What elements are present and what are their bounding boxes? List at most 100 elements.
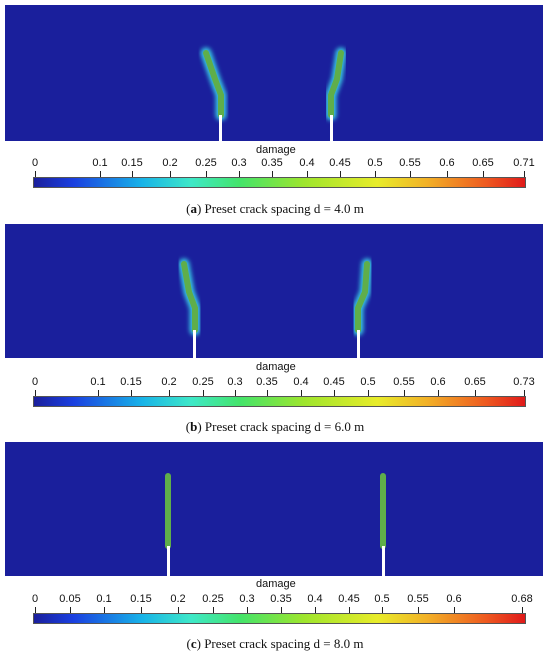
preset-crack-3 <box>193 330 196 358</box>
tick-label: 0.2 <box>161 376 177 388</box>
caption-b: (b) Preset crack spacing d = 6.0 m <box>185 419 365 434</box>
tick-label: 0.65 <box>464 376 486 388</box>
damage-field-b <box>5 224 543 358</box>
tick-mark <box>475 390 476 396</box>
tick-mark <box>131 390 132 396</box>
tick-mark <box>70 607 71 613</box>
tick-label: 0.45 <box>329 157 351 169</box>
tick-label: 0.73 <box>513 376 535 388</box>
tick-mark <box>235 390 236 396</box>
tick-mark <box>35 390 36 396</box>
tick-mark <box>104 607 105 613</box>
tick-mark <box>301 390 302 396</box>
tick-label: 0.6 <box>430 376 446 388</box>
tick-mark <box>340 171 341 177</box>
tick-label: 0.4 <box>307 593 323 605</box>
caption-c: (c) Preset crack spacing d = 8.0 m <box>186 636 364 651</box>
tick-label: 0.4 <box>299 157 315 169</box>
caption-a: (a) Preset crack spacing d = 4.0 m <box>186 201 364 216</box>
damage-contour-c <box>162 470 389 576</box>
damage-field-c <box>5 442 543 576</box>
tick-label: 0 <box>31 157 39 169</box>
damage-contour-b <box>178 258 373 358</box>
tick-label: 0.5 <box>367 157 383 169</box>
tick-label: 0.15 <box>120 376 142 388</box>
tick-label: 0.6 <box>439 157 455 169</box>
tick-mark <box>522 607 523 613</box>
tick-mark <box>307 171 308 177</box>
tick-label: 0.55 <box>407 593 429 605</box>
tick-label: 0.25 <box>202 593 224 605</box>
tick-mark <box>410 171 411 177</box>
tick-mark <box>382 607 383 613</box>
tick-mark <box>447 171 448 177</box>
tick-label: 0.5 <box>360 376 376 388</box>
damage-band-4 <box>355 261 370 333</box>
tick-mark <box>35 607 36 613</box>
tick-label: 0 <box>31 593 39 605</box>
tick-mark <box>454 607 455 613</box>
caption-text-a: Preset crack spacing d = 4.0 m <box>204 201 364 216</box>
tick-label: 0.3 <box>239 593 255 605</box>
tick-label: 0.3 <box>231 157 247 169</box>
legend-title-a: damage <box>256 144 296 156</box>
tick-label: 0.55 <box>399 157 421 169</box>
tick-label: 0.6 <box>446 593 462 605</box>
tick-label: 0.1 <box>90 376 106 388</box>
tick-label: 0.45 <box>338 593 360 605</box>
tick-mark <box>349 607 350 613</box>
damage-field-a <box>5 5 543 141</box>
tick-label: 0.35 <box>256 376 278 388</box>
preset-crack-6 <box>382 546 385 576</box>
damage-contour-a <box>200 47 347 141</box>
tick-mark <box>418 607 419 613</box>
caption-letter-c: c <box>190 636 197 651</box>
tick-mark <box>203 390 204 396</box>
tick-mark <box>100 171 101 177</box>
colorbar-b <box>33 396 526 407</box>
tick-mark <box>438 390 439 396</box>
tick-mark <box>170 171 171 177</box>
tick-mark <box>247 607 248 613</box>
colorbar-a <box>33 177 526 188</box>
tick-mark <box>239 171 240 177</box>
tick-label: 0.65 <box>472 157 494 169</box>
tick-mark <box>281 607 282 613</box>
tick-label: 0.1 <box>92 157 108 169</box>
tick-mark <box>524 171 525 177</box>
tick-mark <box>272 171 273 177</box>
caption-letter-a: a <box>190 201 197 216</box>
tick-label: 0.55 <box>393 376 415 388</box>
tick-label: 0.35 <box>261 157 283 169</box>
tick-label: 0.05 <box>59 593 81 605</box>
preset-crack-2 <box>330 115 333 141</box>
tick-label: 0.15 <box>121 157 143 169</box>
tick-mark <box>404 390 405 396</box>
tick-label: 0.35 <box>270 593 292 605</box>
tick-label: 0.68 <box>511 593 533 605</box>
legend-title-c: damage <box>256 578 296 590</box>
tick-mark <box>334 390 335 396</box>
tick-mark <box>141 607 142 613</box>
tick-mark <box>267 390 268 396</box>
tick-label: 0.4 <box>293 376 309 388</box>
damage-band-2 <box>328 50 344 118</box>
colorbar-c <box>33 613 526 624</box>
tick-mark <box>315 607 316 613</box>
tick-label: 0.25 <box>192 376 214 388</box>
tick-mark <box>206 171 207 177</box>
tick-label: 0.45 <box>323 376 345 388</box>
tick-label: 0.5 <box>374 593 390 605</box>
tick-mark <box>368 390 369 396</box>
tick-mark <box>132 171 133 177</box>
caption-letter-b: b <box>190 419 198 434</box>
tick-label: 0.15 <box>130 593 152 605</box>
tick-mark <box>375 171 376 177</box>
tick-mark <box>35 171 36 177</box>
caption-text-b: Preset crack spacing d = 6.0 m <box>204 419 365 434</box>
damage-band-1 <box>203 50 224 118</box>
tick-mark <box>483 171 484 177</box>
damage-band-3 <box>181 261 198 333</box>
preset-crack-5 <box>167 546 170 576</box>
tick-label: 0.3 <box>227 376 243 388</box>
